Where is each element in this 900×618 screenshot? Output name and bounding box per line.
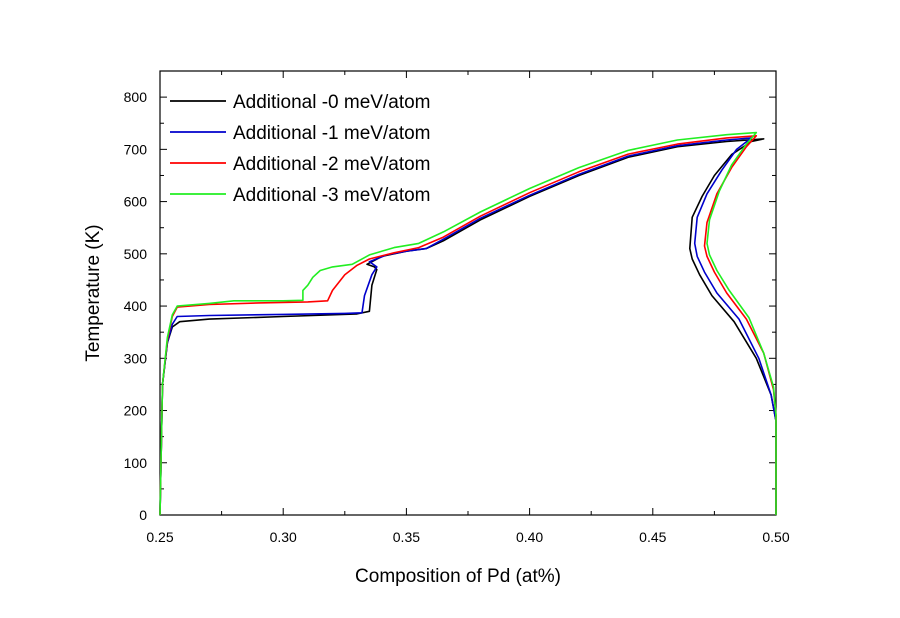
series-line-3: [159, 131, 777, 516]
y-tick-label: 400: [124, 298, 148, 314]
series-line-1: [159, 137, 777, 516]
y-axis-title: Temperature (K): [83, 224, 104, 361]
legend-label: Additional -3 meV/atom: [233, 185, 431, 206]
x-tick-label: 0.45: [639, 529, 666, 545]
x-tick-label: 0.50: [762, 529, 789, 545]
y-tick-label: 0: [139, 507, 147, 523]
x-tick-label: 0.25: [146, 529, 173, 545]
series-layer: [159, 131, 777, 516]
y-tick-label: 800: [124, 89, 148, 105]
y-axis: 0 100 200 300 400 500 600 700 800: [124, 70, 776, 523]
legend-label: Additional -1 meV/atom: [233, 123, 431, 144]
series-line-0: [159, 138, 777, 516]
y-tick-label: 200: [124, 403, 148, 419]
y-tick-label: 100: [124, 455, 148, 471]
y-tick-label: 500: [124, 246, 148, 262]
series-line-2: [159, 135, 777, 516]
x-tick-label: 0.40: [516, 529, 543, 545]
y-tick-label: 600: [124, 194, 148, 210]
x-axis-title: Composition of Pd (at%): [355, 566, 561, 587]
legend-label: Additional -2 meV/atom: [233, 154, 431, 175]
y-tick-label: 300: [124, 350, 148, 366]
x-tick-label: 0.30: [270, 529, 297, 545]
legend-label: Additional -0 meV/atom: [233, 92, 431, 113]
x-axis: 0.25 0.30 0.35 0.40 0.45 0.50: [146, 71, 790, 545]
y-tick-label: 700: [124, 141, 148, 157]
x-tick-label: 0.35: [393, 529, 420, 545]
legend: Additional -0 meV/atom Additional -1 meV/…: [170, 92, 431, 206]
